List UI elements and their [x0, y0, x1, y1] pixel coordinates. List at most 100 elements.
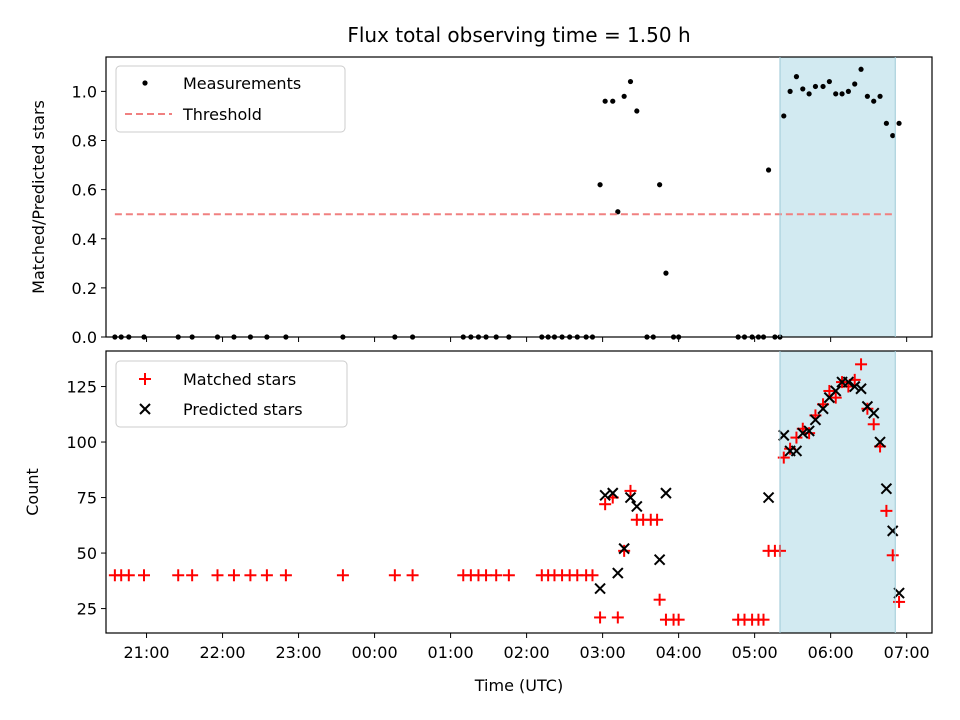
- matched-stars-point: [336, 569, 349, 582]
- predicted-stars-point: [618, 542, 630, 555]
- bottom-axes-frame: [105, 350, 933, 634]
- predicted-stars-point: [653, 554, 666, 566]
- predicted-stars-point: [762, 491, 775, 504]
- matched-stars-point: [829, 391, 842, 404]
- measurement-point: [833, 91, 839, 97]
- matched-stars-point: [757, 613, 770, 626]
- top-legend: Measurements Threshold: [115, 65, 346, 133]
- x-tick-label: 00:00: [352, 643, 398, 662]
- x-tick-label: 07:00: [884, 643, 930, 662]
- measurement-point: [877, 93, 883, 99]
- measurement-point: [793, 74, 800, 80]
- measurement-point: [627, 78, 634, 85]
- measurement-point: [597, 182, 603, 188]
- matched-stars-point: [790, 431, 803, 444]
- top-y-tick-label: 0.8: [72, 132, 97, 151]
- matched-stars-point: [586, 569, 599, 582]
- measurement-point: [610, 98, 616, 104]
- predicted-stars-point: [631, 500, 643, 513]
- measurement-point: [820, 83, 826, 90]
- matched-stars-point: [653, 593, 666, 606]
- matched-stars-point: [886, 549, 899, 562]
- x-tick-label: 03:00: [580, 643, 626, 662]
- predicted-stars-point: [607, 487, 619, 499]
- measurement-point: [615, 209, 621, 215]
- matched-stars-point: [490, 569, 503, 582]
- top-y-tick-label: 0.6: [72, 181, 97, 200]
- legend-label-matched: Matched stars: [183, 370, 296, 389]
- predicted-stars-point: [842, 376, 855, 388]
- matched-stars-point: [279, 569, 292, 582]
- measurement-point: [871, 98, 877, 104]
- matched-stars-point: [186, 569, 199, 582]
- predicted-stars-point: [809, 414, 822, 426]
- top-axes-frame: [105, 56, 933, 338]
- measurement-point: [845, 88, 851, 94]
- matched-stars-point: [823, 384, 836, 397]
- top-y-tick-label: 0.0: [72, 328, 97, 347]
- legend-label-threshold: Threshold: [182, 105, 262, 124]
- legend-marker-matched: [139, 373, 151, 385]
- bottom-legend: Matched stars Predicted stars: [115, 360, 348, 428]
- measurement-point: [602, 98, 608, 104]
- matched-stars-point: [211, 569, 224, 582]
- matched-stars-point: [406, 569, 419, 582]
- matched-stars-point: [855, 358, 868, 371]
- matched-stars-point: [502, 569, 515, 582]
- predicted-stars-point: [817, 403, 829, 415]
- matched-stars-point: [138, 569, 151, 582]
- predicted-stars-point: [612, 567, 624, 579]
- measurement-point: [663, 270, 669, 276]
- predicted-stars-point: [868, 407, 880, 419]
- matched-stars-point: [672, 613, 685, 626]
- top-panel: 0.0 0.2 0.4 0.6 0.8 1.0 Matched/Predicted sta…: [29, 56, 933, 347]
- matched-stars-point: [599, 498, 612, 511]
- x-tick-label: 05:00: [732, 643, 778, 662]
- top-legend-box: [115, 65, 346, 133]
- bottom-y-tick-label: 125: [66, 378, 97, 397]
- x-tick-label: 23:00: [276, 643, 322, 662]
- bottom-legend-box: [115, 360, 348, 428]
- x-tick-label: 21:00: [123, 643, 169, 662]
- measurement-point: [812, 83, 819, 90]
- matched-stars-point: [803, 427, 816, 440]
- predicted-stars-point: [803, 425, 815, 437]
- matched-stars-point: [388, 569, 401, 582]
- matched-stars-point: [880, 504, 893, 517]
- predicted-stars-point: [797, 427, 809, 439]
- matched-stars-point: [480, 569, 493, 582]
- measurement-point: [890, 132, 896, 139]
- x-tick-label: 22:00: [199, 643, 245, 662]
- x-axis-label: Time (UTC): [474, 676, 563, 695]
- legend-marker-predicted: [139, 403, 151, 415]
- matched-stars-point: [227, 569, 240, 582]
- measurement-point: [852, 81, 858, 87]
- measurement-point: [800, 86, 806, 92]
- legend-marker-measurements: [142, 80, 148, 86]
- top-y-axis-label: Matched/Predicted stars: [29, 100, 48, 294]
- bottom-y-tick-label: 100: [66, 433, 97, 452]
- measurement-point: [864, 93, 870, 99]
- chart-title: Flux total observing time = 1.50 h: [347, 23, 690, 47]
- top-y-tick-label: 1.0: [72, 82, 97, 101]
- measurement-point: [883, 120, 889, 126]
- measurement-point: [765, 167, 772, 173]
- predicted-stars-point: [594, 582, 606, 595]
- measurement-point: [657, 182, 663, 188]
- matched-stars-point: [244, 569, 257, 582]
- bottom-y-tick-label: 25: [77, 600, 97, 619]
- matched-stars-point: [260, 569, 273, 582]
- x-tick-label: 01:00: [428, 643, 474, 662]
- matched-stars-point: [594, 611, 607, 624]
- bottom-y-tick-label: 50: [77, 544, 97, 563]
- measurement-point: [839, 91, 845, 97]
- matched-stars-point: [867, 418, 880, 431]
- bottom-y-tick-label: 75: [77, 489, 97, 508]
- matched-stars-point: [611, 611, 624, 624]
- measurement-point: [634, 108, 640, 114]
- predicted-stars-point: [660, 487, 672, 499]
- measurement-point: [621, 93, 627, 99]
- bottom-panel: 25 50 75 100 125 21:00 22:00 23:00 00:00 01:00 02:…: [23, 350, 933, 695]
- measurement-point: [787, 88, 793, 94]
- matched-stars-point: [861, 402, 874, 415]
